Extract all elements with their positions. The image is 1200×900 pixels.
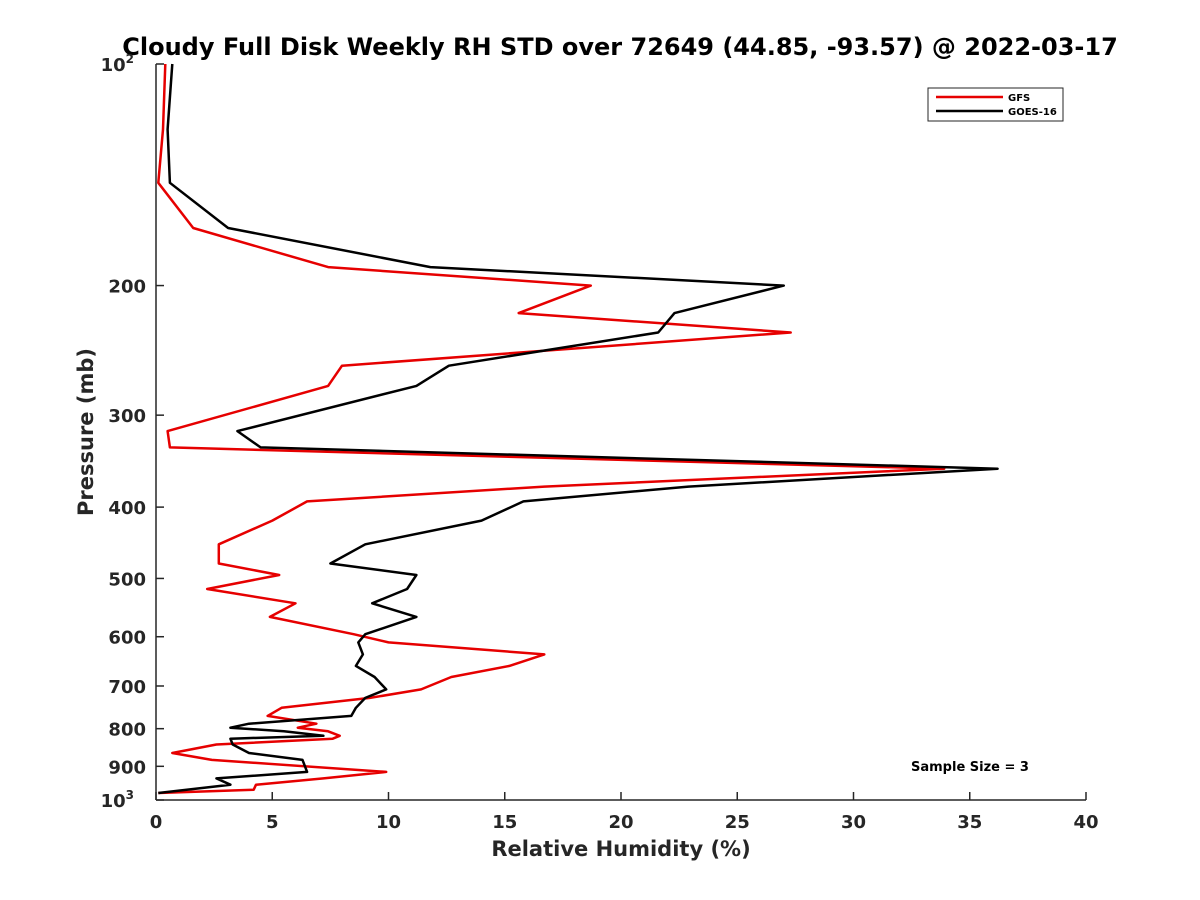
- series-line-goes16: [158, 63, 999, 795]
- y-axis-label: Pressure (mb): [74, 348, 98, 516]
- y-tick-label: 400: [108, 498, 146, 519]
- y-tick-label: 700: [108, 677, 146, 698]
- x-tick-label: 20: [608, 812, 633, 833]
- x-tick-label: 30: [841, 812, 866, 833]
- legend-box: [927, 87, 1064, 122]
- y-tick-label: 300: [108, 406, 146, 427]
- x-axis-ticks: 0 5 10 15 20 25 30 35 40: [150, 792, 1099, 833]
- x-axis-label: Relative Humidity (%): [491, 837, 750, 861]
- plot-area: 0 5 10 15 20 25 30 35 40 102 200 300 400 500 600 700 80…: [101, 52, 1099, 833]
- x-tick-label: 35: [957, 812, 982, 833]
- y-axis-ticks: 102 200 300 400 500 600 700 800 900 103: [101, 52, 164, 812]
- legend-label-gfs: GFS: [1008, 93, 1030, 104]
- y-tick-label: 800: [108, 720, 146, 741]
- series-layer: [157, 63, 999, 795]
- y-tick-label: 200: [108, 277, 146, 298]
- x-tick-label: 10: [376, 812, 401, 833]
- legend: GFS GOES-16: [927, 87, 1064, 122]
- series-line-gfs: [157, 63, 946, 795]
- y-tick-label: 900: [108, 757, 146, 778]
- x-tick-label: 0: [150, 812, 163, 833]
- chart-title: Cloudy Full Disk Weekly RH STD over 7264…: [122, 33, 1118, 61]
- x-tick-label: 40: [1073, 812, 1098, 833]
- x-tick-label: 5: [266, 812, 279, 833]
- x-tick-label: 15: [492, 812, 517, 833]
- y-tick-label: 500: [108, 569, 146, 590]
- legend-label-goes16: GOES-16: [1008, 107, 1057, 118]
- y-tick-label: 600: [108, 628, 146, 649]
- sample-size-annotation: Sample Size = 3: [911, 760, 1029, 775]
- y-tick-label: 102: [101, 52, 134, 76]
- x-tick-label: 25: [725, 812, 750, 833]
- y-tick-label: 103: [101, 788, 134, 812]
